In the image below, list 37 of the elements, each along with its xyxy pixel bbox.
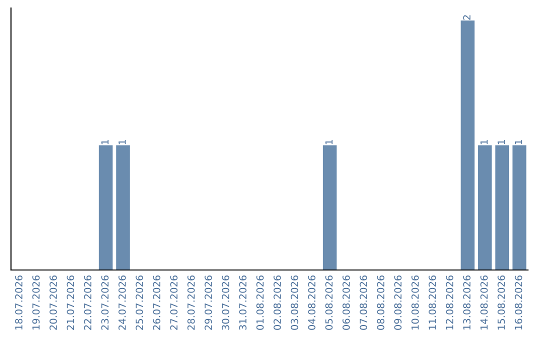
data-label: 1 [325,140,332,144]
x-tick-label: 14.08.2026 [480,275,488,330]
x-tick-label: 26.07.2026 [152,275,160,330]
x-tick-label: 15.08.2026 [498,275,505,330]
x-tick-label: 10.08.2026 [411,275,419,330]
data-label: 2 [463,15,470,20]
x-tick-label: 03.08.2026 [290,275,298,330]
x-tick-label: 18.07.2026 [15,275,22,330]
x-tick-label: 01.08.2026 [256,275,264,330]
x-tick-label: 19.07.2026 [32,275,40,330]
x-tick-label: 16.08.2026 [514,275,522,330]
x-tick-label: 07.08.2026 [360,275,368,330]
x-tick-label: 04.08.2026 [308,275,316,330]
data-label: 1 [480,140,488,144]
data-label: 1 [514,140,522,144]
data-label: 1 [498,140,505,144]
data-label: 1 [118,140,126,144]
x-tick-label: 28.07.2026 [187,275,195,330]
x-tick-label: 12.08.2026 [446,275,454,330]
x-tick-label: 23.07.2026 [101,275,109,330]
data-label: 1 [101,140,108,144]
x-tick-label: 30.07.2026 [222,275,230,330]
x-tick-label: 09.08.2026 [394,275,402,330]
x-tick-label: 20.07.2026 [50,275,57,330]
x-tick-label: 02.08.2026 [274,275,281,330]
x-tick-label: 27.07.2026 [170,275,178,330]
x-tick-label: 05.08.2026 [325,275,333,330]
x-tick-label: 25.07.2026 [136,275,144,330]
x-tick-label: 21.07.2026 [66,275,74,330]
x-tick-label: 06.08.2026 [342,275,350,330]
x-tick-label: 31.07.2026 [239,275,246,330]
x-tick-label: 13.08.2026 [463,275,471,330]
x-tick-label: 24.07.2026 [118,275,126,330]
x-tick-label: 08.08.2026 [376,275,384,330]
x-tick-label: 22.07.2026 [84,275,92,330]
x-tick-label: 11.08.2026 [428,275,436,330]
x-tick-label: 29.07.2026 [204,275,212,330]
